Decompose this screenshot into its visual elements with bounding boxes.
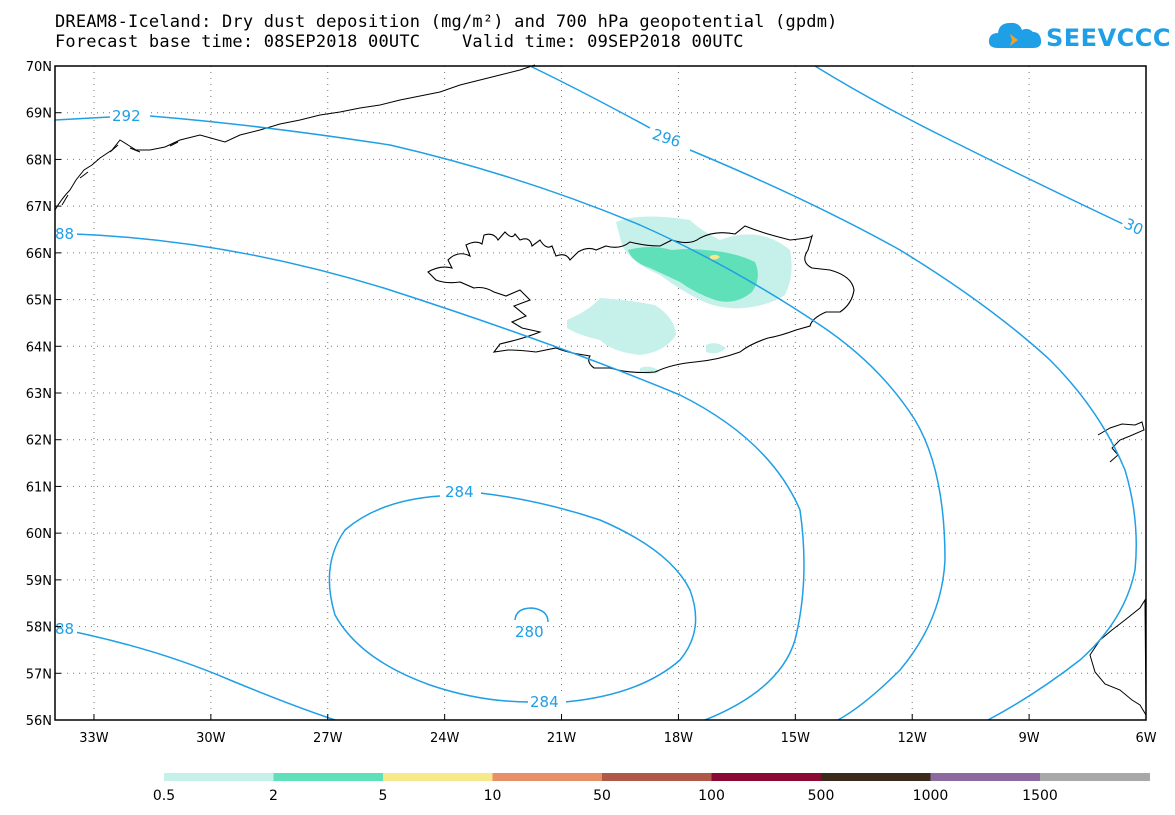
- lon-tick-label: 27W: [313, 731, 343, 746]
- lon-tick-label: 12W: [898, 731, 928, 746]
- lat-tick-label: 65N: [26, 294, 52, 309]
- legend-swatch: [492, 773, 603, 781]
- legend-swatch: [164, 773, 274, 781]
- contour-288-south: [74, 631, 336, 721]
- contour-label: 88: [55, 620, 74, 638]
- scandinavia-coastline: [1097, 421, 1145, 463]
- dust-area-0.5: [706, 343, 726, 354]
- legend-swatch: [711, 773, 822, 781]
- legend-swatch: [821, 773, 931, 781]
- lon-tick-label: 15W: [781, 731, 811, 746]
- iceland-coastline: [427, 225, 855, 374]
- forecast-times: Forecast base time: 08SEP2018 00UTC Vali…: [55, 32, 744, 52]
- contour-label: 292: [112, 107, 141, 125]
- lon-tick-label: 6W: [1135, 731, 1156, 746]
- contour-296: [529, 65, 1137, 721]
- dust-area-0.5: [567, 298, 676, 355]
- contour-label: 284: [445, 483, 474, 501]
- lat-tick-label: 69N: [26, 107, 52, 122]
- dust-area-2: [628, 247, 758, 302]
- legend-label: 1000: [913, 788, 949, 804]
- contour-label: 280: [515, 623, 544, 641]
- contour-label: 88: [55, 225, 74, 243]
- lat-tick-label: 62N: [26, 434, 52, 449]
- cloud-arrow-icon: [988, 22, 1042, 48]
- lat-tick-label: 60N: [26, 527, 52, 542]
- lon-tick-label: 18W: [664, 731, 694, 746]
- legend-label: 50: [593, 788, 611, 804]
- chart-title: DREAM8-Iceland: Dry dust deposition (mg/…: [55, 12, 838, 32]
- lon-tick-label: 24W: [430, 731, 460, 746]
- axis-ticks: 70N 69N 68N 67N 66N 65N 64N 63N 62N 61N 60N 59N 58N 5…: [26, 60, 1157, 746]
- lon-tick-label: 9W: [1019, 731, 1040, 746]
- lat-tick-label: 70N: [26, 60, 52, 75]
- lon-tick-label: 21W: [547, 731, 577, 746]
- legend-swatch: [383, 773, 493, 781]
- contour-label: 284: [530, 693, 559, 711]
- legend-label: 10: [484, 788, 502, 804]
- legend-label: 100: [698, 788, 725, 804]
- dust-deposition-shading: [567, 216, 792, 374]
- greenland-coastline: [54, 64, 536, 211]
- lat-tick-label: 64N: [26, 340, 52, 355]
- legend-swatch: [930, 773, 1041, 781]
- lat-tick-label: 57N: [26, 667, 52, 682]
- contour-284: [328, 492, 697, 703]
- dust-area-5: [710, 254, 720, 260]
- lat-tick-label: 56N: [26, 714, 52, 729]
- lat-tick-label: 58N: [26, 621, 52, 636]
- lat-tick-label: 66N: [26, 247, 52, 262]
- lat-tick-label: 61N: [26, 480, 52, 495]
- legend-swatch: [1040, 773, 1150, 781]
- contour-300: [814, 65, 1126, 226]
- lat-tick-label: 67N: [26, 200, 52, 215]
- lat-tick-label: 63N: [26, 387, 52, 402]
- lat-tick-label: 68N: [26, 153, 52, 168]
- legend-label: 0.5: [153, 788, 175, 804]
- legend-swatch: [273, 773, 384, 781]
- lon-tick-label: 33W: [79, 731, 109, 746]
- geopotential-contours: [54, 65, 1137, 721]
- contour-288: [74, 233, 805, 721]
- logo-text: SEEVCCC: [1046, 24, 1171, 52]
- lon-tick-label: 30W: [196, 731, 226, 746]
- seevccc-logo: SEEVCCC: [988, 18, 1171, 58]
- contour-280: [514, 607, 549, 623]
- legend-label: 1500: [1022, 788, 1058, 804]
- legend-label: 5: [379, 788, 388, 804]
- lat-tick-label: 59N: [26, 574, 52, 589]
- legend-label: 2: [269, 788, 278, 804]
- legend-label: 500: [808, 788, 835, 804]
- contour-292: [54, 115, 946, 721]
- legend-swatch: [602, 773, 712, 781]
- graticule: [55, 66, 1146, 720]
